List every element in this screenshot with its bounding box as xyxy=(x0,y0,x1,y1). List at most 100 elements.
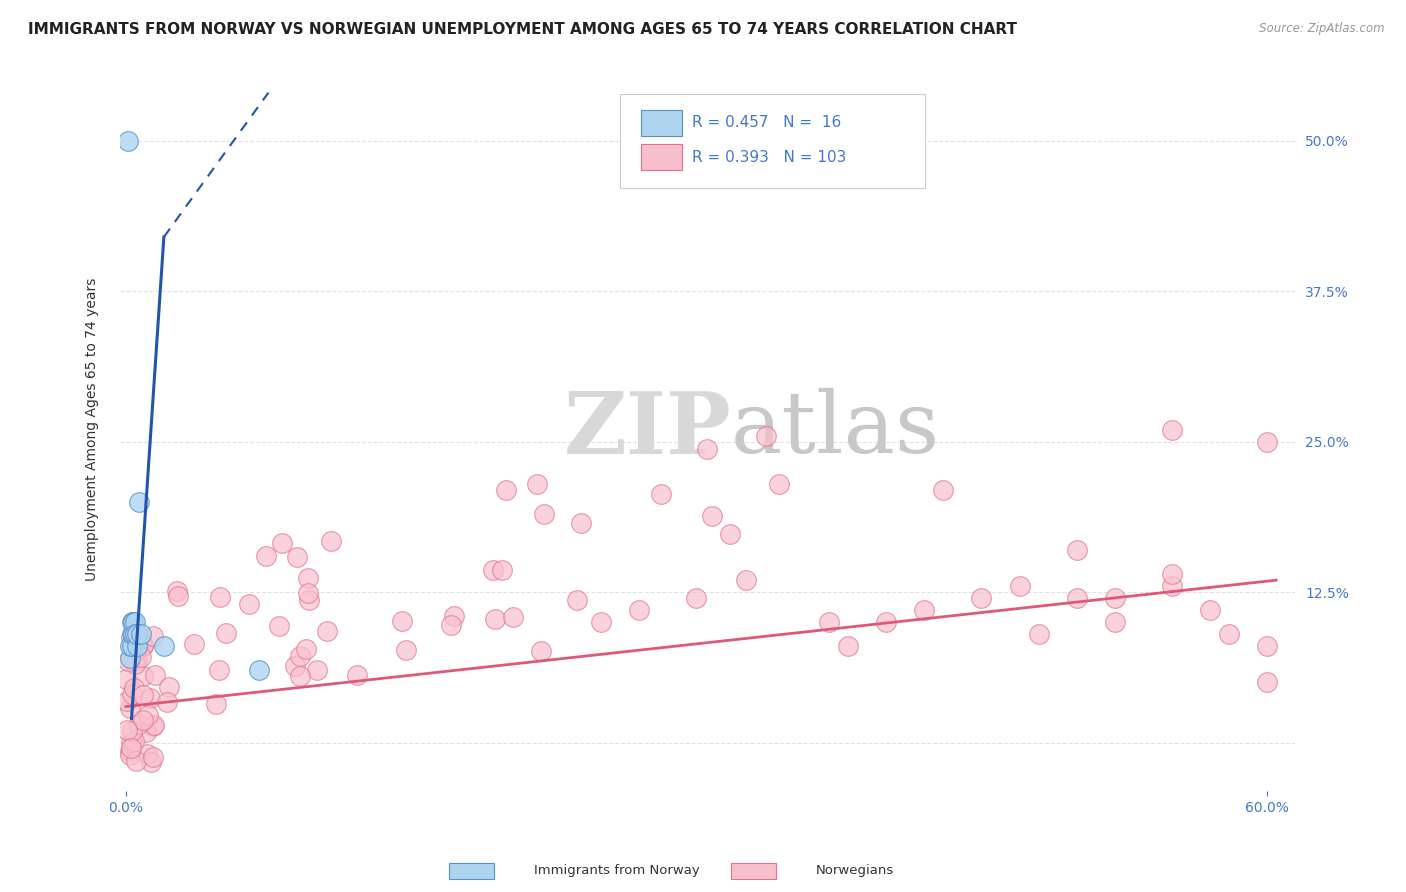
Point xyxy=(127,627,149,641)
Point xyxy=(1160,423,1182,437)
Point xyxy=(768,476,790,491)
Point xyxy=(395,643,418,657)
Point xyxy=(502,609,524,624)
Point xyxy=(875,615,897,630)
Text: Immigrants from Norway: Immigrants from Norway xyxy=(534,864,699,877)
Point xyxy=(650,487,672,501)
FancyBboxPatch shape xyxy=(620,94,925,187)
Text: R = 0.457   N =  16: R = 0.457 N = 16 xyxy=(692,115,842,130)
Point xyxy=(297,593,319,607)
Point xyxy=(491,563,513,577)
Point xyxy=(1256,434,1278,449)
Point xyxy=(591,615,613,630)
Point xyxy=(270,536,292,550)
Point xyxy=(484,611,506,625)
Point xyxy=(735,574,758,588)
Point xyxy=(132,713,155,727)
Point xyxy=(1218,627,1240,641)
Point xyxy=(1028,627,1050,641)
Point xyxy=(122,734,145,748)
Point xyxy=(443,609,465,624)
Point xyxy=(495,483,517,497)
Point xyxy=(120,743,142,757)
Point xyxy=(166,583,188,598)
Point xyxy=(912,603,935,617)
Point xyxy=(125,754,148,768)
Point xyxy=(124,615,146,630)
Point xyxy=(139,755,162,769)
Point xyxy=(720,527,742,541)
Point xyxy=(482,563,505,577)
Point xyxy=(120,735,142,749)
Point xyxy=(121,723,143,738)
Point xyxy=(156,694,179,708)
Point xyxy=(321,534,343,549)
Point xyxy=(215,626,238,640)
Point xyxy=(167,589,190,603)
Point xyxy=(122,681,145,695)
Point xyxy=(127,641,149,656)
Point xyxy=(117,694,139,708)
Point xyxy=(120,741,142,756)
Point xyxy=(1198,603,1220,617)
Point xyxy=(297,586,319,600)
Point xyxy=(1066,543,1088,558)
Point xyxy=(115,672,138,686)
Point xyxy=(124,657,146,672)
Point xyxy=(297,571,319,585)
Point xyxy=(122,615,145,630)
Text: ZIP: ZIP xyxy=(564,388,731,472)
Point xyxy=(117,654,139,668)
Point xyxy=(696,442,718,456)
Point xyxy=(209,590,232,604)
Point xyxy=(284,659,307,673)
Point xyxy=(685,591,707,606)
Point xyxy=(122,627,145,641)
Point xyxy=(138,690,160,705)
Point xyxy=(530,644,553,658)
Point xyxy=(127,640,149,654)
Point xyxy=(440,618,463,632)
Text: R = 0.393   N = 103: R = 0.393 N = 103 xyxy=(692,150,846,165)
Point xyxy=(837,640,859,654)
Text: Source: ZipAtlas.com: Source: ZipAtlas.com xyxy=(1260,22,1385,36)
Point xyxy=(117,134,139,148)
Point xyxy=(132,688,155,702)
Point xyxy=(700,509,723,524)
Point xyxy=(142,719,165,733)
Point xyxy=(1104,591,1126,606)
Point xyxy=(129,627,152,641)
Point xyxy=(121,640,143,654)
Point xyxy=(288,648,311,663)
Point xyxy=(129,635,152,649)
Point xyxy=(124,627,146,641)
Point xyxy=(157,680,180,694)
Point xyxy=(569,516,592,531)
Point xyxy=(125,653,148,667)
Point xyxy=(288,669,311,683)
Point xyxy=(285,549,308,564)
Point xyxy=(238,597,260,611)
Point xyxy=(628,603,651,617)
Point xyxy=(1160,567,1182,582)
Point xyxy=(818,615,841,630)
Point xyxy=(1160,579,1182,593)
Point xyxy=(128,495,150,509)
Point xyxy=(115,723,138,737)
FancyBboxPatch shape xyxy=(641,145,682,169)
Point xyxy=(120,632,142,646)
Point xyxy=(391,614,413,628)
Y-axis label: Unemployment Among Ages 65 to 74 years: Unemployment Among Ages 65 to 74 years xyxy=(86,278,100,582)
Point xyxy=(1256,675,1278,690)
Point xyxy=(183,637,205,651)
Point xyxy=(205,698,228,712)
Text: Norwegians: Norwegians xyxy=(815,864,894,877)
Point xyxy=(142,718,165,732)
Point xyxy=(533,507,555,521)
Point xyxy=(132,669,155,683)
Point xyxy=(1066,591,1088,606)
Point xyxy=(315,624,337,638)
Point xyxy=(247,664,270,678)
Point xyxy=(145,668,167,682)
Point xyxy=(128,716,150,731)
